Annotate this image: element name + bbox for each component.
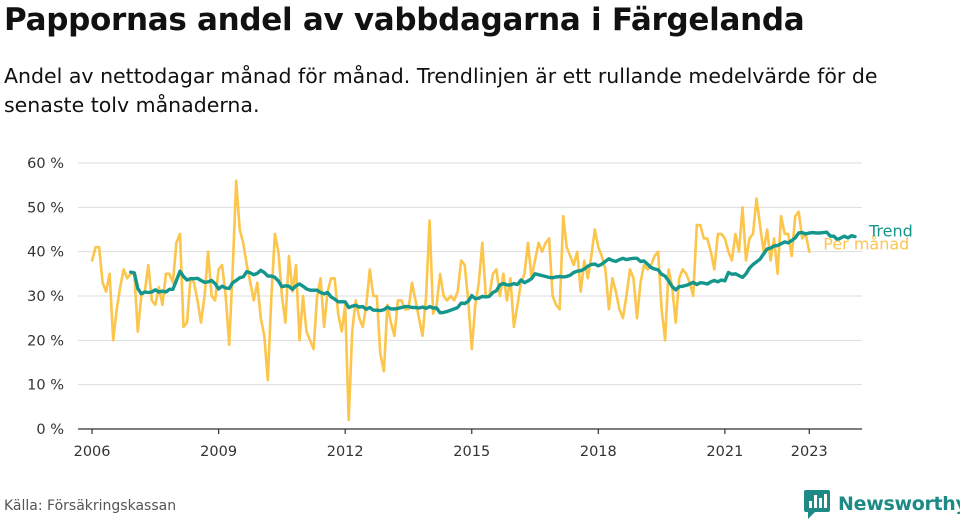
x-tick-label: 2012 — [327, 444, 364, 460]
x-tick-label: 2015 — [453, 444, 490, 460]
newsworthy-chart-icon — [804, 490, 830, 519]
x-tick-label: 2009 — [200, 444, 237, 460]
series-group — [90, 179, 857, 422]
legend-label-per-manad: Per månad — [823, 235, 909, 254]
y-tick-label: 60 % — [27, 156, 64, 172]
y-tick-label: 30 % — [27, 289, 64, 305]
legend-label-trend: Trend — [868, 222, 913, 241]
line-chart: 0 % 10 % 20 % 30 % 40 % 50 % 60 % 2006 2009 2012… — [27, 156, 913, 460]
y-tick-label: 50 % — [27, 200, 64, 216]
chart-title: Pappornas andel av vabbdagarna i Färgela… — [4, 2, 805, 38]
x-tick-label: 2006 — [74, 444, 111, 460]
x-tick-label: 2021 — [706, 444, 743, 460]
x-tick-label: 2018 — [580, 444, 617, 460]
newsworthy-logo: Newsworthy — [803, 488, 960, 520]
x-tick-label: 2023 — [791, 444, 828, 460]
logo-text: Newsworthy — [838, 493, 960, 515]
y-tick-label: 20 % — [27, 333, 64, 349]
y-tick-label: 0 % — [36, 422, 64, 438]
source-note: Källa: Försäkringskassan — [4, 498, 177, 514]
series-line-trend — [128, 230, 857, 315]
y-tick-label: 40 % — [27, 245, 64, 261]
chart-subtitle: Andel av nettodagar månad för månad. Tre… — [4, 64, 878, 117]
y-axis: 0 % 10 % 20 % 30 % 40 % 50 % 60 % — [27, 156, 64, 438]
x-axis: 2006 2009 2012 2015 2018 2021 2023 — [74, 428, 862, 460]
y-tick-label: 10 % — [27, 378, 64, 394]
